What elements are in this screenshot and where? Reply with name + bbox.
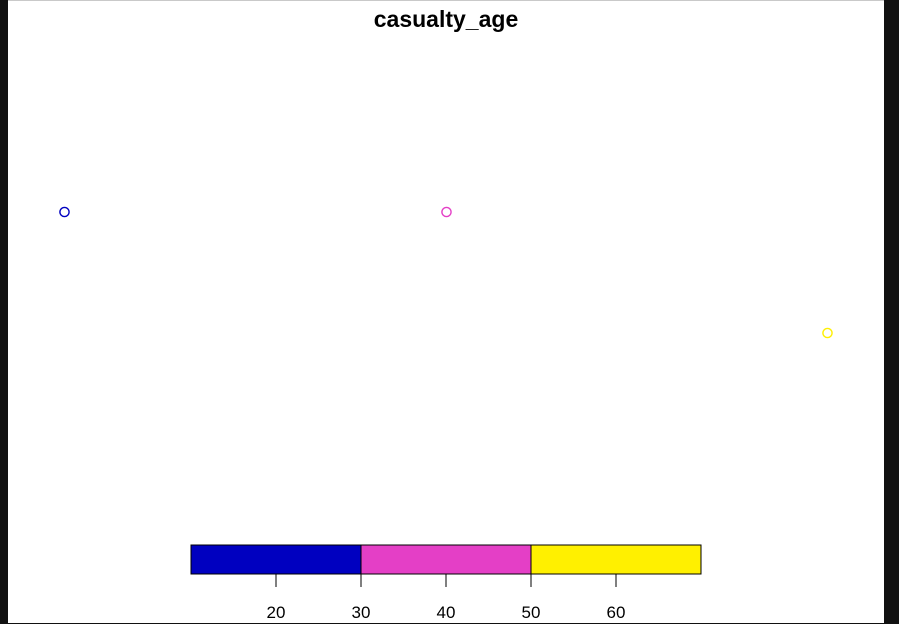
colorbar-bin-50-70 xyxy=(530,544,702,575)
colorbar-tick-label-20: 20 xyxy=(267,603,286,622)
colorbar-tick-label-40: 40 xyxy=(437,603,456,622)
data-point-40 xyxy=(441,206,452,218)
colorbar-tick-label-30: 30 xyxy=(352,603,371,622)
plot-area: casualty_age 20 30 40 50 60 xyxy=(8,0,884,623)
chart-canvas: 20 30 40 50 60 xyxy=(59,206,833,622)
colorbar-tick-label-50: 50 xyxy=(522,603,541,622)
data-point-60 xyxy=(822,327,833,339)
data-point-20 xyxy=(59,206,70,218)
colorbar-tick-label-60: 60 xyxy=(607,603,626,622)
colorbar-bin-10-30 xyxy=(190,544,362,575)
chart-title: casualty_age xyxy=(373,6,519,32)
colorbar-bin-30-50 xyxy=(360,544,532,575)
